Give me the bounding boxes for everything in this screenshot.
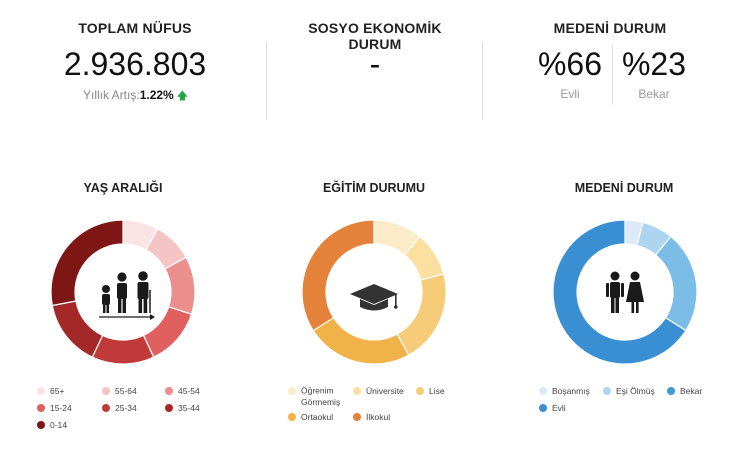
age-legend-65-plus[interactable]: 65+ (37, 385, 64, 396)
marital-stat-title: MEDENİ DURUM (553, 20, 667, 36)
marital-donut-chart (552, 219, 698, 365)
legend-swatch (102, 403, 110, 412)
legend-swatch (37, 403, 45, 412)
growth-rate: Yıllık Artış:1.22% 🡅 (83, 87, 188, 106)
socio-value: - (369, 46, 381, 82)
marital-legend-single[interactable]: Bekar (667, 385, 702, 396)
growth-label: Yıllık Artış: (83, 88, 140, 102)
legend-label: Üniversite (366, 385, 404, 396)
legend-swatch (165, 403, 173, 412)
age-chart-title: YAŞ ARALIĞI (83, 181, 163, 195)
age-legend-55-64[interactable]: 55-64 (102, 385, 137, 396)
marital-legend-widowed[interactable]: Eşi Ölmüş (603, 385, 655, 396)
age-legend-45-54[interactable]: 45-54 (165, 385, 200, 396)
age-legend-15-24[interactable]: 15-24 (37, 402, 72, 413)
legend-label: Lise (429, 385, 445, 396)
donut-slice-0-14[interactable] (50, 219, 124, 307)
donut-slice-ortaokul[interactable] (312, 316, 410, 365)
legend-label: Bekar (680, 385, 703, 396)
education-chart-title: EĞİTİM DURUMU (322, 181, 426, 195)
age-donut-chart (50, 219, 196, 365)
legend-swatch (288, 386, 296, 395)
divider-3 (612, 45, 613, 105)
donut-slice-bekar[interactable] (654, 235, 698, 332)
marital-legend-divorced[interactable]: Boşanmış (539, 385, 590, 396)
age-legend-35-44[interactable]: 35-44 (165, 402, 200, 413)
donut-slice-25-34[interactable] (91, 334, 155, 365)
population-value: 2.936.803 (63, 46, 207, 82)
legend-label: Eşi Ölmüş (616, 385, 655, 396)
legend-swatch (353, 386, 361, 395)
edu-legend-university[interactable]: Üniversite (353, 385, 404, 396)
legend-swatch (37, 420, 45, 429)
edu-legend-middle-school[interactable]: Ortaokul (288, 411, 333, 422)
marital-chart-title: MEDENİ DURUM (574, 181, 674, 195)
socio-title: SOSYO EKONOMİK DURUM (308, 20, 442, 52)
legend-label: 65+ (50, 385, 65, 396)
couple-icon (606, 271, 644, 313)
legend-swatch (102, 386, 110, 395)
single-value: %23 (621, 46, 687, 82)
legend-swatch (288, 412, 296, 421)
single-label: Bekar (638, 87, 670, 101)
legend-swatch (603, 386, 611, 395)
legend-label: 15-24 (50, 402, 72, 413)
growth-value: 1.22% (139, 88, 174, 102)
legend-swatch (353, 412, 361, 421)
legend-swatch (416, 386, 424, 395)
family-icon (99, 271, 155, 320)
age-legend-25-34[interactable]: 25-34 (102, 402, 137, 413)
education-donut-chart (301, 219, 447, 365)
arrow-up-icon: 🡅 (176, 90, 189, 102)
legend-label: Evli (552, 402, 566, 413)
legend-label: Ortaokul (301, 411, 334, 422)
legend-swatch (37, 386, 45, 395)
population-title: TOPLAM NÜFUS (78, 20, 192, 36)
donut-slice-45-54[interactable] (164, 256, 196, 316)
legend-swatch (539, 386, 547, 395)
legend-label: 35-44 (178, 402, 200, 413)
age-legend-0-14[interactable]: 0-14 (37, 419, 67, 430)
married-label: Evli (560, 87, 580, 101)
marital-legend-married[interactable]: Evli (539, 402, 566, 413)
legend-label: 45-54 (178, 385, 200, 396)
legend-label-line2: Görmemiş (301, 396, 341, 407)
edu-legend-high-school[interactable]: Lise (416, 385, 445, 396)
legend-label: Boşanmış (552, 385, 590, 396)
married-value: %66 (537, 46, 603, 82)
divider-2 (482, 42, 483, 120)
edu-legend-primary-school[interactable]: İlkokul (353, 411, 390, 422)
legend-label: İlkokul (366, 411, 391, 422)
legend-label: 55-64 (115, 385, 137, 396)
graduation-cap-icon (350, 284, 398, 311)
edu-legend-no-education[interactable]: Öğrenim Görmemiş (288, 385, 340, 408)
donut-slice-lise[interactable] (396, 273, 447, 356)
legend-swatch (165, 386, 173, 395)
donut-slice-evli[interactable] (552, 219, 687, 365)
legend-label: 0-14 (50, 419, 68, 430)
divider-1 (266, 42, 267, 120)
legend-swatch (539, 403, 547, 412)
donut-slice-i-lkokul[interactable] (301, 219, 375, 332)
legend-label: Öğrenim (301, 385, 334, 396)
legend-swatch (667, 386, 675, 395)
donut-slice-15-24[interactable] (51, 300, 104, 358)
legend-label: 25-34 (115, 402, 137, 413)
